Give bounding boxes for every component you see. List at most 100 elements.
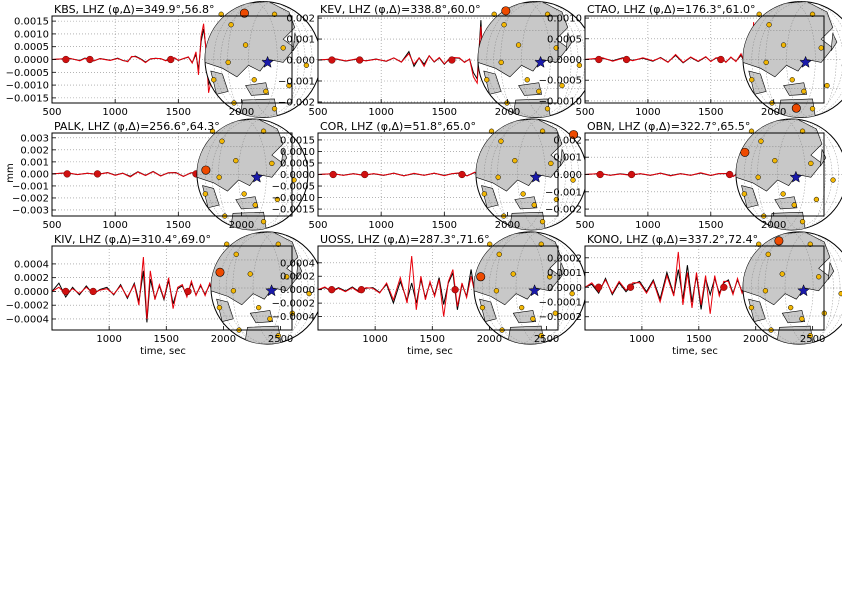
station-marker [763, 59, 769, 66]
y-tick-label: 0.0002 [547, 253, 582, 264]
y-tick-label: −0.0004 [6, 314, 49, 325]
y-tick-label: 0.000 [553, 170, 582, 181]
station-marker [252, 202, 258, 208]
x-tick-label: 2500 [800, 334, 825, 345]
star-icon [789, 170, 803, 183]
y-tick-label: 0.001 [20, 157, 49, 168]
phase-marker [86, 55, 94, 64]
x-axis-label-col-3: time, sec [672, 346, 718, 357]
current-station-marker [501, 6, 511, 16]
y-tick-label: 0.0015 [280, 135, 315, 146]
x-tick-label: 500 [575, 220, 594, 231]
y-tick-label: 0.002 [286, 14, 315, 25]
x-tick-label: 1000 [102, 107, 127, 118]
globe-content [197, 119, 308, 230]
seismogram-panel-uoss: 1000 1500 2000 2500 −0.0004 −0.0002 0.0000 0.00… [272, 231, 587, 345]
synthetic-trace [585, 251, 757, 314]
y-tick-label: −0.0004 [272, 312, 315, 323]
station-marker [498, 138, 504, 144]
station-marker [807, 333, 813, 339]
land-mass [507, 325, 545, 345]
y-tick-label: 0.0004 [14, 259, 49, 270]
phase-marker [361, 170, 369, 179]
y-tick-label: −0.002 [278, 97, 315, 108]
phase-marker [62, 55, 70, 64]
globe-meridian [488, 231, 579, 345]
y-tick-label: 0.0005 [547, 34, 582, 45]
phase-marker [357, 286, 366, 294]
phase-marker [63, 170, 71, 178]
star-icon [528, 284, 541, 297]
plot-frame [317, 245, 559, 331]
x-tick-label: 2000 [229, 107, 254, 118]
station-marker [284, 274, 290, 280]
y-tick-label: −0.0005 [539, 76, 582, 87]
station-marker [484, 77, 490, 83]
phase-marker [726, 170, 734, 179]
panel-title: CTAO, LHZ (φ,Δ)=176.3°,61.0° [587, 3, 756, 16]
seismogram-panel-kbs: 500 1000 1500 2000 −0.0015−0.0010 −0.0005 0.00… [6, 1, 322, 118]
y-tick-label: 0.002 [20, 145, 49, 156]
station-marker [275, 333, 281, 339]
station-marker [498, 59, 504, 66]
y-tick-label: 0.0002 [14, 273, 49, 284]
synthetic-trace [318, 26, 489, 85]
station-marker [789, 77, 795, 83]
station-marker [260, 218, 267, 225]
phase-marker [458, 170, 466, 179]
x-tick-label: 1000 [635, 107, 660, 118]
station-marker [547, 274, 553, 280]
y-tick-label: 0.0000 [14, 55, 49, 66]
x-tick-label: 2000 [229, 220, 254, 231]
x-tick-label: 2000 [743, 334, 768, 345]
y-tick-label: 0.0001 [547, 268, 582, 279]
current-station-marker [201, 165, 211, 175]
land-mass [768, 211, 806, 230]
y-axis-label: mm [5, 163, 16, 182]
station-marker [306, 290, 312, 297]
x-tick-label: 2000 [495, 220, 520, 231]
phase-marker [167, 55, 175, 64]
y-tick-label: 0.0002 [280, 272, 315, 283]
station-marker [216, 174, 222, 180]
station-marker [576, 62, 583, 68]
synthetic-trace [52, 23, 217, 93]
x-tick-label: 500 [308, 107, 327, 118]
y-tick-label: −0.0015 [6, 93, 49, 104]
y-tick-label: 0.0010 [280, 147, 315, 158]
y-tick-label: 0.0000 [547, 283, 582, 294]
x-tick-label: 500 [308, 220, 327, 231]
y-tick-label: −0.001 [278, 76, 315, 87]
globe-content [476, 119, 587, 230]
x-tick-label: 1500 [420, 334, 445, 345]
station-marker [530, 316, 536, 322]
station-marker [495, 174, 501, 180]
land-mass [512, 310, 537, 324]
x-tick-label: 1500 [432, 107, 457, 118]
x-tick-label: 500 [42, 220, 61, 231]
station-marker [539, 218, 546, 225]
y-tick-label: 0.002 [553, 135, 582, 146]
panel-title: UOSS, LHZ (φ,Δ)=287.3°,71.6° [320, 233, 490, 246]
station-marker [801, 88, 807, 95]
land-mass [292, 32, 300, 51]
seismogram-panel-cor: 500 1000 1500 2000−0.0015−0.0010−0.00050.00… [272, 118, 588, 231]
star-icon [261, 55, 274, 68]
seismogram-panel-obn: 500 1000 1500 2000 −0.002 −0.001 0.000 0.001 0.0… [545, 118, 842, 231]
station-marker [242, 42, 249, 48]
panel-title: COR, LHZ (φ,Δ)=51.8°,65.0° [320, 120, 476, 133]
y-tick-label: 0.003 [20, 133, 49, 144]
y-tick-label: 0.0000 [547, 55, 582, 66]
plot-frame [51, 245, 293, 331]
x-tick-label: 2000 [761, 107, 786, 118]
y-tick-label: 0.0005 [14, 42, 49, 53]
station-marker [488, 128, 495, 134]
station-marker [260, 128, 267, 134]
station-marker [510, 271, 516, 277]
x-tick-label: 500 [42, 107, 61, 118]
x-tick-label: 1000 [102, 220, 127, 231]
phase-marker [622, 55, 631, 64]
station-marker [520, 191, 526, 197]
synthetic-trace [52, 256, 224, 320]
